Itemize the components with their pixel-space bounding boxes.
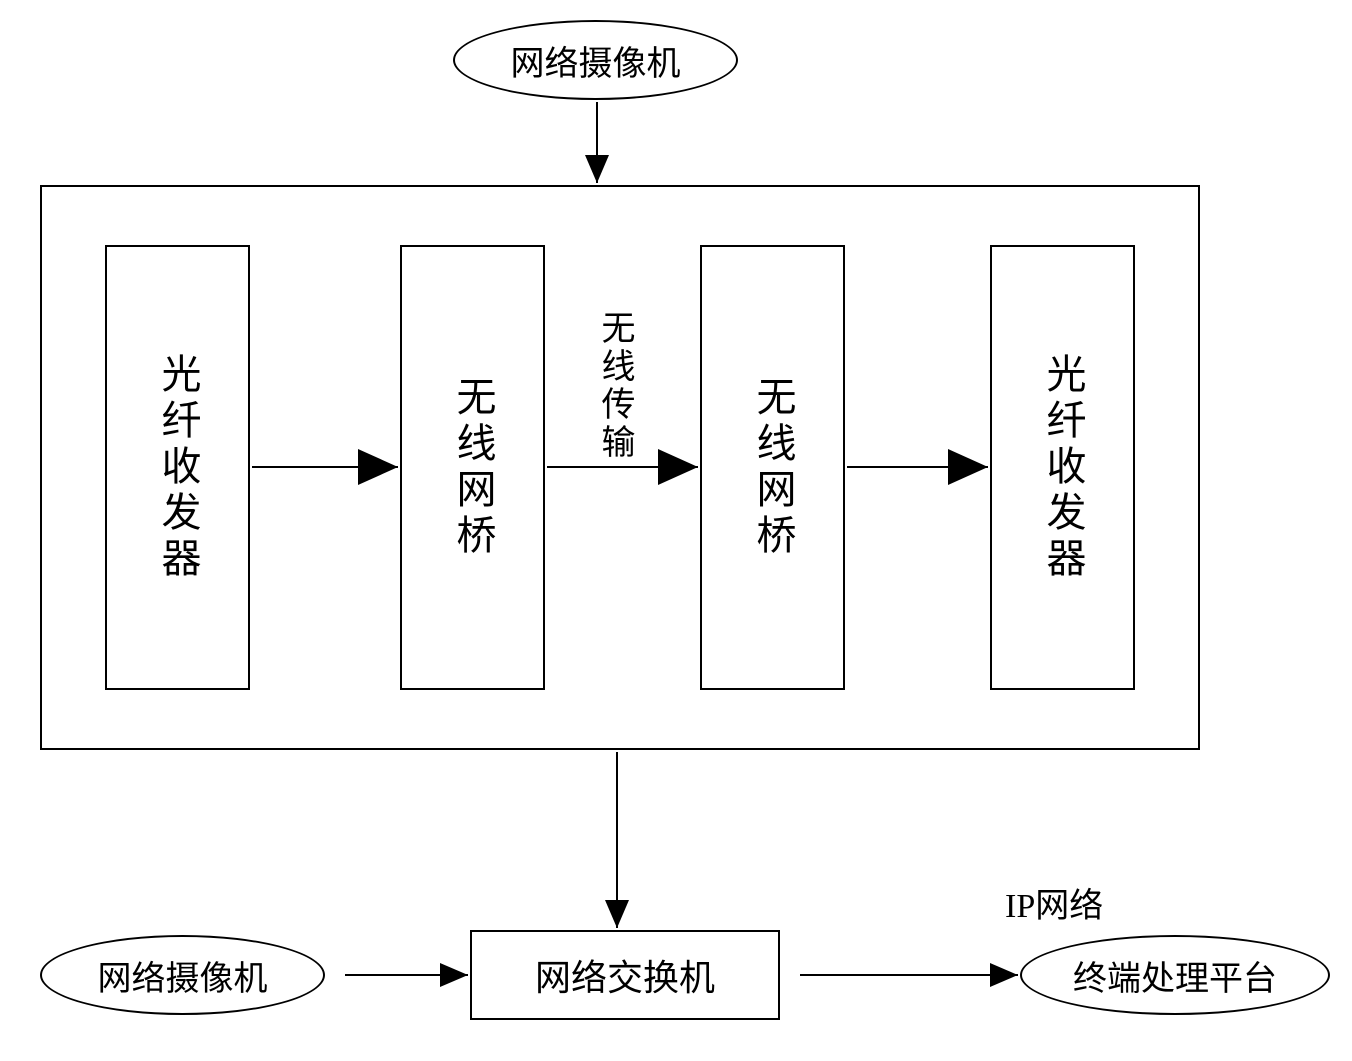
arrows-layer — [0, 0, 1352, 1061]
diagram-canvas: 网络摄像机 光纤收发器 无线网桥 无线网桥 光纤收发器 无线传输 网络摄像机 网… — [0, 0, 1352, 1061]
